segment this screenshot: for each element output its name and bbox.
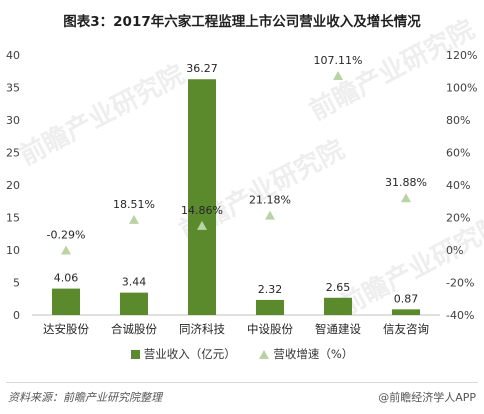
revenue-bar <box>120 292 148 315</box>
legend-triangle-icon <box>259 350 270 359</box>
y-left-tick-label: 20 <box>6 179 20 192</box>
y-left-tick-label: 25 <box>6 147 20 160</box>
revenue-bar <box>256 299 284 315</box>
x-tick-label: 中设股份 <box>247 322 293 336</box>
y-left-tick-label: 5 <box>13 277 20 290</box>
growth-value-label: -0.29% <box>47 228 86 241</box>
revenue-bar <box>324 297 352 315</box>
legend-label-revenue: 营业收入（亿元） <box>143 347 236 361</box>
y-right-tick-label: 40% <box>446 179 470 192</box>
growth-value-label: 18.51% <box>113 198 155 211</box>
growth-value-label: 31.88% <box>385 176 427 189</box>
revenue-bar <box>52 288 80 315</box>
y-right-tick-label: -40% <box>446 309 474 322</box>
x-tick-label: 同济科技 <box>179 322 225 336</box>
y-right-tick-label: 80% <box>446 114 470 127</box>
legend-label-growth: 营收增速（%） <box>273 347 354 361</box>
y-left-tick-label: 40 <box>6 49 20 62</box>
growth-marker <box>333 70 343 80</box>
footer-divider <box>6 382 478 383</box>
bar-value-label: 0.87 <box>394 292 419 305</box>
revenue-bar <box>188 79 216 316</box>
x-tick-label: 信友咨询 <box>383 322 429 336</box>
y-left-tick-label: 0 <box>13 309 20 322</box>
footer-brand: @前瞻经济学人APP <box>378 391 476 404</box>
growth-marker <box>129 214 139 224</box>
x-tick-label: 智通建设 <box>315 322 361 336</box>
y-left-tick-label: 15 <box>6 212 20 225</box>
y-right-tick-label: 0% <box>446 244 463 257</box>
legend-item-growth: 营收增速（%） <box>259 346 353 362</box>
growth-value-label: 14.86% <box>181 204 223 217</box>
y-right-tick-label: -20% <box>446 277 474 290</box>
y-right-tick-label: 60% <box>446 147 470 160</box>
growth-marker <box>265 210 275 220</box>
revenue-bar <box>392 309 420 315</box>
y-left-tick-label: 30 <box>6 114 20 127</box>
footer-source: 资料来源：前瞻产业研究院整理 <box>8 391 162 404</box>
bar-value-label: 4.06 <box>54 272 79 285</box>
growth-value-label: 107.11% <box>314 54 363 67</box>
bar-value-label: 2.32 <box>258 283 283 296</box>
growth-marker <box>61 245 71 255</box>
legend: 营业收入（亿元） 营收增速（%） <box>0 346 484 362</box>
y-left-tick-label: 10 <box>6 244 20 257</box>
growth-marker <box>401 193 411 203</box>
x-tick-label: 达安股份 <box>43 322 89 336</box>
legend-bar-swatch <box>130 350 140 359</box>
x-tick-label: 合诚股份 <box>111 322 157 336</box>
y-right-tick-label: 100% <box>446 82 477 95</box>
y-left-tick-label: 35 <box>6 82 20 95</box>
legend-item-revenue: 营业收入（亿元） <box>130 346 236 362</box>
bar-value-label: 36.27 <box>186 62 218 75</box>
growth-value-label: 21.18% <box>249 194 291 207</box>
growth-marker <box>197 220 207 230</box>
bar-value-label: 2.65 <box>326 281 351 294</box>
y-right-tick-label: 120% <box>446 49 477 62</box>
chart-title: 图表3：2017年六家工程监理上市公司营业收入及增长情况 <box>63 14 421 30</box>
bar-value-label: 3.44 <box>122 276 147 289</box>
y-right-tick-label: 20% <box>446 212 470 225</box>
